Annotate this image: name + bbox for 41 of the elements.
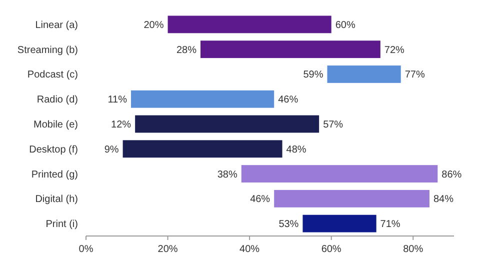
annotation: 60% <box>335 20 356 31</box>
annotation: 72% <box>384 44 405 56</box>
y-tick-label: Digital (h) <box>35 194 78 206</box>
bar <box>274 190 430 208</box>
bar <box>302 214 376 232</box>
annotation: 38% <box>217 169 238 180</box>
bar <box>130 90 274 108</box>
annotation: 20% <box>144 20 164 31</box>
bar <box>241 165 438 182</box>
annotation: 12% <box>111 120 132 130</box>
annotation: 28% <box>176 44 197 56</box>
x-tick-label: 60% <box>321 244 342 255</box>
annotation: 77% <box>404 70 425 81</box>
annotation: 9% <box>104 144 119 156</box>
annotation: 57% <box>323 120 344 130</box>
y-tick-label: Desktop (f) <box>29 144 78 156</box>
x-tick-label: 40% <box>240 244 260 255</box>
annotation: 11% <box>108 94 128 106</box>
annotation: 53% <box>278 219 299 230</box>
y-tick-label: Podcast (c) <box>27 70 78 81</box>
y-tick-label: Radio (d) <box>36 94 78 106</box>
bar <box>200 40 380 58</box>
annotation: 48% <box>286 144 306 156</box>
x-tick-label: 20% <box>158 244 178 255</box>
y-tick-label: Printed (g) <box>31 169 78 180</box>
y-tick-label: Streaming (b) <box>17 44 78 56</box>
annotation: 46% <box>278 94 298 106</box>
annotation: 59% <box>303 70 324 81</box>
annotation: 71% <box>380 219 400 230</box>
bar <box>122 140 282 158</box>
bar <box>168 16 332 34</box>
x-tick-label: 80% <box>403 244 424 255</box>
annotation: 84% <box>433 194 454 206</box>
annotation: 46% <box>250 194 270 206</box>
y-tick-label: Mobile (e) <box>34 120 78 130</box>
x-tick-label: 0% <box>78 244 94 255</box>
y-tick-label: Print (i) <box>46 219 78 230</box>
bar <box>327 66 401 83</box>
bar <box>135 115 320 133</box>
annotation: 86% <box>442 169 462 180</box>
y-tick-label: Linear (a) <box>35 20 78 31</box>
